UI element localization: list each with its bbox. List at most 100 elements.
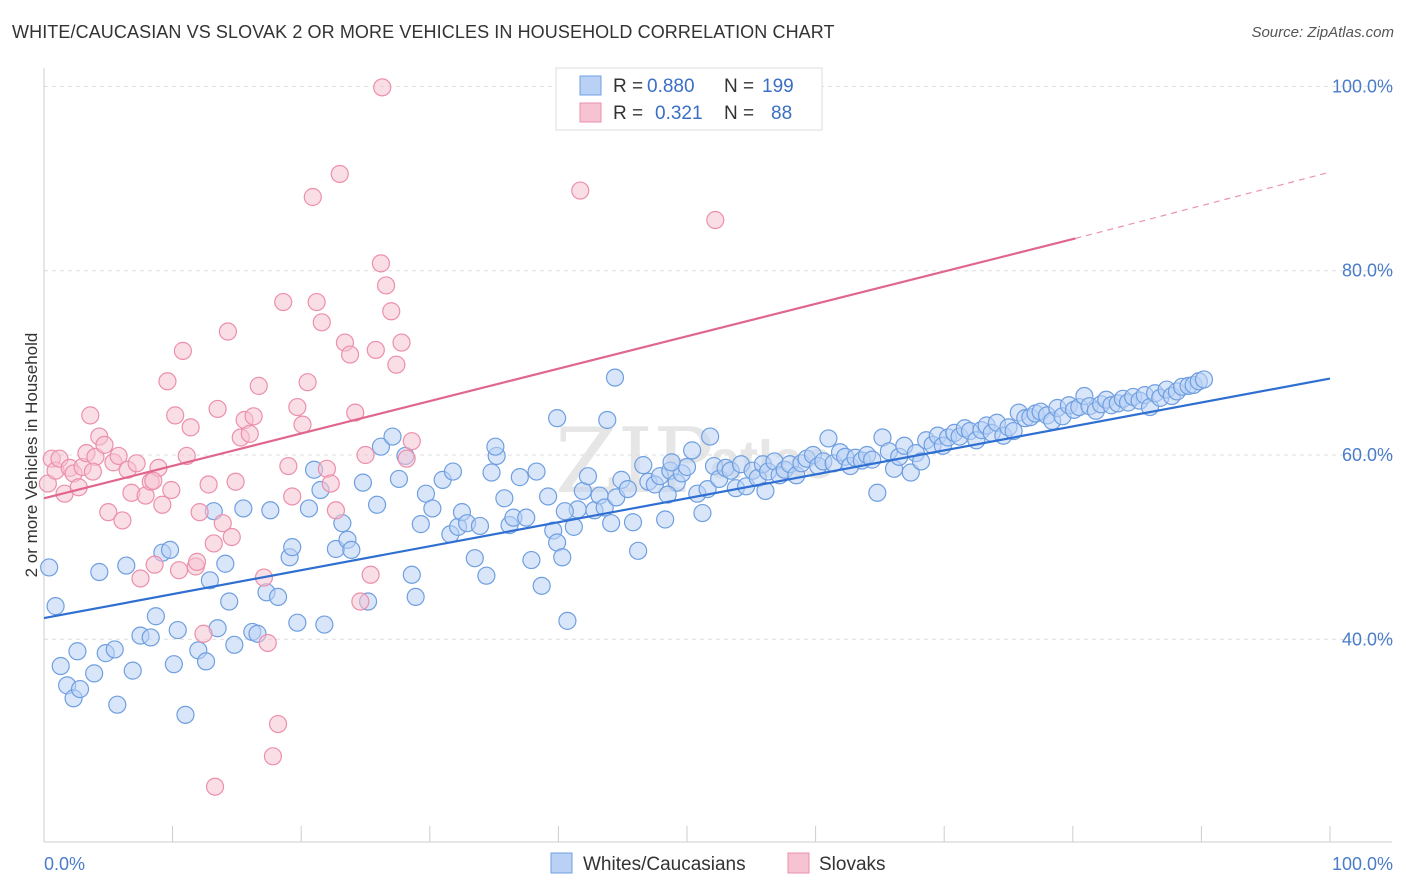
data-point [634, 456, 653, 475]
y-tick-label: 100.0% [1332, 76, 1393, 96]
data-point [470, 516, 490, 536]
data-point [371, 254, 391, 273]
data-point [113, 511, 132, 530]
trend-line-whites [43, 377, 1331, 620]
data-point [342, 540, 361, 560]
data-point [81, 406, 100, 425]
legend-pink-r-value: 0.321 [655, 103, 703, 124]
data-point [527, 462, 546, 481]
data-point [244, 407, 263, 426]
series-slovaks [38, 78, 725, 796]
data-point [868, 483, 887, 502]
data-point [555, 502, 574, 521]
data-point [376, 276, 396, 295]
data-point [218, 322, 237, 341]
y-tick-label: 40.0% [1342, 629, 1393, 649]
data-point [131, 569, 150, 588]
data-point [194, 624, 213, 643]
data-point [225, 635, 244, 654]
legend-pink-r-label: R = [613, 103, 643, 124]
legend-whites-label: Whites/Caucasians [583, 854, 746, 875]
data-point [517, 508, 536, 527]
data-point [190, 503, 209, 522]
data-point [261, 501, 280, 520]
data-point [510, 468, 529, 487]
data-point [658, 485, 677, 504]
data-point [706, 210, 725, 230]
data-point [382, 302, 401, 321]
data-point [168, 620, 187, 640]
data-point [283, 487, 302, 506]
data-point [123, 661, 142, 680]
data-point [330, 164, 349, 184]
data-point [548, 409, 567, 428]
data-point [258, 633, 277, 653]
series-whites [40, 368, 1214, 724]
data-point [164, 655, 183, 674]
data-point [693, 503, 712, 523]
data-point [602, 514, 621, 533]
trend-line-slovaks-extension [1075, 171, 1331, 240]
data-point [153, 495, 172, 514]
chart-title: WHITE/CAUCASIAN VS SLOVAK 2 OR MORE VEHI… [12, 22, 835, 42]
data-point [495, 489, 514, 508]
data-point [1194, 370, 1214, 389]
y-axis-label: 2 or more Vehicles in Household [22, 333, 41, 578]
data-point [145, 555, 164, 574]
data-point [144, 471, 163, 490]
data-point [389, 469, 409, 489]
data-point [181, 418, 200, 437]
data-point [216, 554, 235, 573]
trend-lines [43, 171, 1331, 620]
data-point [173, 341, 192, 360]
data-point [411, 515, 430, 534]
data-point [83, 462, 102, 481]
legend-blue-n-value: 199 [762, 76, 794, 97]
data-point [213, 514, 232, 533]
data-point [99, 503, 118, 522]
data-point [283, 538, 302, 557]
data-point [85, 664, 104, 683]
data-point [392, 333, 411, 352]
legend-slovaks-swatch [787, 852, 810, 874]
data-point [477, 566, 496, 585]
legend-blue-swatch [579, 75, 602, 96]
data-point [662, 453, 681, 472]
data-point [539, 487, 558, 506]
grid: 40.0% 60.0% 80.0% 100.0% [44, 76, 1393, 649]
data-point [226, 472, 245, 491]
y-tick-label: 60.0% [1342, 445, 1393, 465]
data-point [240, 424, 259, 443]
data-point [117, 556, 136, 575]
trend-line-slovaks [43, 237, 1076, 500]
data-point [162, 480, 181, 500]
data-point [371, 437, 391, 456]
legend-bottom: Whites/Caucasians Slovaks [550, 852, 886, 875]
data-point [402, 565, 421, 584]
data-point [40, 558, 59, 577]
data-point [146, 607, 165, 626]
data-point [196, 652, 216, 671]
data-point [356, 445, 375, 465]
x-tick-label-max: 100.0% [1332, 854, 1393, 874]
data-point [288, 613, 307, 632]
data-point [387, 355, 406, 374]
data-point [303, 187, 322, 207]
data-point [141, 628, 160, 647]
data-point [263, 747, 283, 766]
data-point [274, 292, 293, 312]
data-point [351, 592, 370, 611]
data-point [465, 549, 484, 568]
data-point [108, 695, 127, 714]
data-point [105, 640, 124, 659]
data-point [199, 475, 218, 494]
data-point [268, 587, 288, 607]
data-point [756, 481, 775, 501]
data-point [402, 432, 421, 451]
data-point [200, 571, 219, 590]
data-point [279, 456, 298, 476]
data-point [208, 399, 227, 419]
data-point [558, 611, 577, 630]
data-point [353, 473, 373, 492]
